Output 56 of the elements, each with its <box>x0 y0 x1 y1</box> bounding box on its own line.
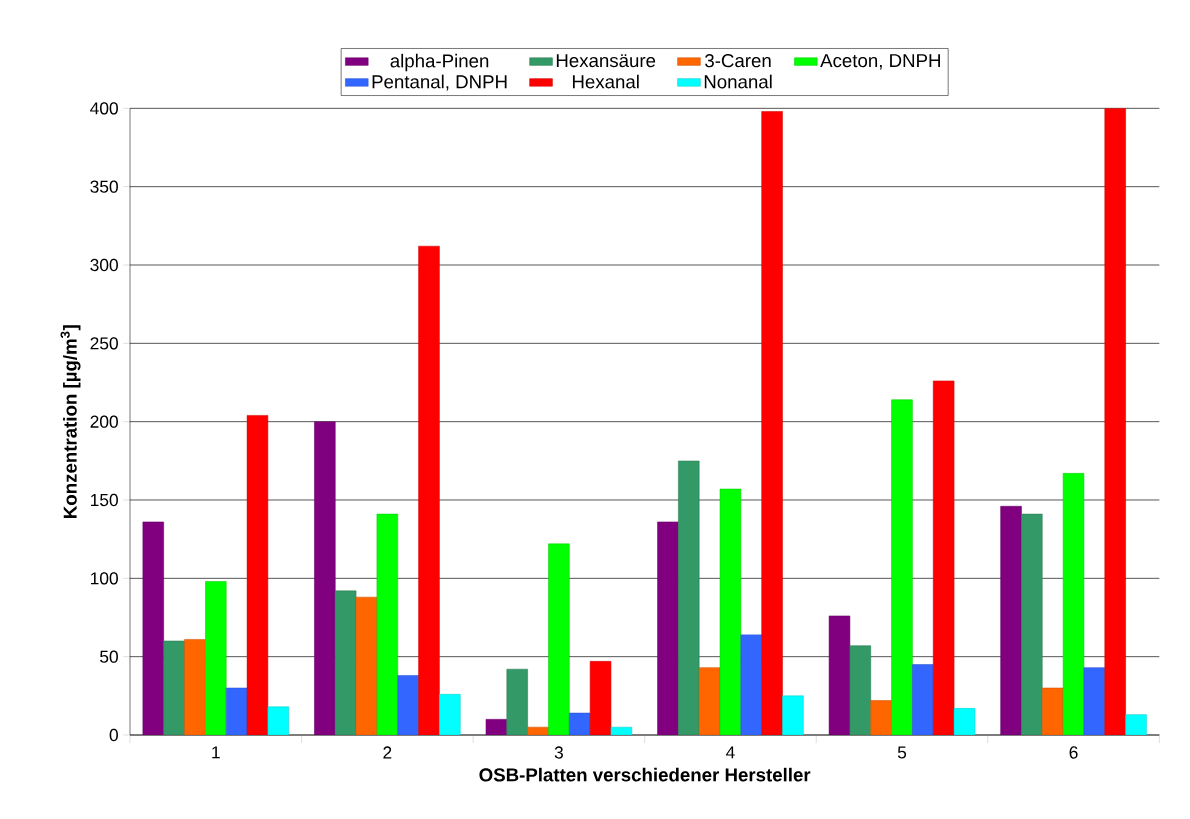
y-tick-label: 100 <box>91 572 118 585</box>
bar <box>740 634 762 735</box>
bar <box>932 380 955 735</box>
bar <box>678 460 700 735</box>
bar <box>142 521 164 735</box>
y-tick-label: 50 <box>100 650 118 663</box>
legend-label: alpha-Pinen <box>390 53 489 72</box>
legend-label: 3-Caren <box>705 54 771 68</box>
legend-label: Pentanal, DNPH <box>372 74 507 91</box>
bar <box>1062 473 1085 735</box>
y-tick-label: 0 <box>109 728 118 742</box>
x-tick-label: 5 <box>897 746 907 759</box>
bar <box>548 543 570 735</box>
bar <box>870 700 892 735</box>
legend-label: Hexansäure <box>556 54 656 68</box>
bar <box>657 521 679 735</box>
bar <box>355 596 378 735</box>
bar <box>761 111 783 735</box>
y-tick-label: 200 <box>90 415 118 428</box>
bar <box>719 488 742 735</box>
bar <box>246 415 269 735</box>
x-tick-label: 2 <box>383 746 392 759</box>
bar <box>439 694 461 735</box>
x-tick-label: 1 <box>212 746 220 759</box>
legend-label: Aceton, DNPH <box>820 54 940 70</box>
y-tick-label: 250 <box>90 337 118 350</box>
bar <box>334 590 357 735</box>
bar <box>397 675 419 735</box>
bar <box>1104 108 1126 735</box>
bar <box>1125 714 1147 735</box>
bar <box>205 581 227 735</box>
bar <box>163 640 185 735</box>
bar <box>506 668 528 735</box>
y-tick-label: 150 <box>91 493 118 507</box>
bar <box>1021 513 1043 735</box>
x-tick-label: 6 <box>1069 746 1078 759</box>
x-tick-label: 3 <box>554 746 563 759</box>
y-tick-label: 350 <box>90 180 118 193</box>
bar <box>912 664 934 735</box>
bar <box>828 615 851 735</box>
x-axis-title: OSB-Platten verschiedener Hersteller <box>479 767 811 782</box>
x-tick-label: 4 <box>726 746 735 759</box>
bar <box>376 513 399 735</box>
bar <box>782 695 804 735</box>
bar <box>184 639 206 735</box>
y-tick-label: 300 <box>90 258 118 272</box>
legend-label: Nonanal <box>704 74 772 89</box>
bar <box>589 661 612 735</box>
bar <box>891 399 913 735</box>
bar <box>1000 506 1022 735</box>
bar <box>849 645 872 735</box>
legend-label: Hexanal <box>572 74 639 89</box>
bar <box>418 245 440 735</box>
bar <box>314 421 336 735</box>
y-tick-label: 400 <box>90 102 118 115</box>
y-axis-title: Konzentration [µg/m$^{3}$] <box>60 325 81 518</box>
